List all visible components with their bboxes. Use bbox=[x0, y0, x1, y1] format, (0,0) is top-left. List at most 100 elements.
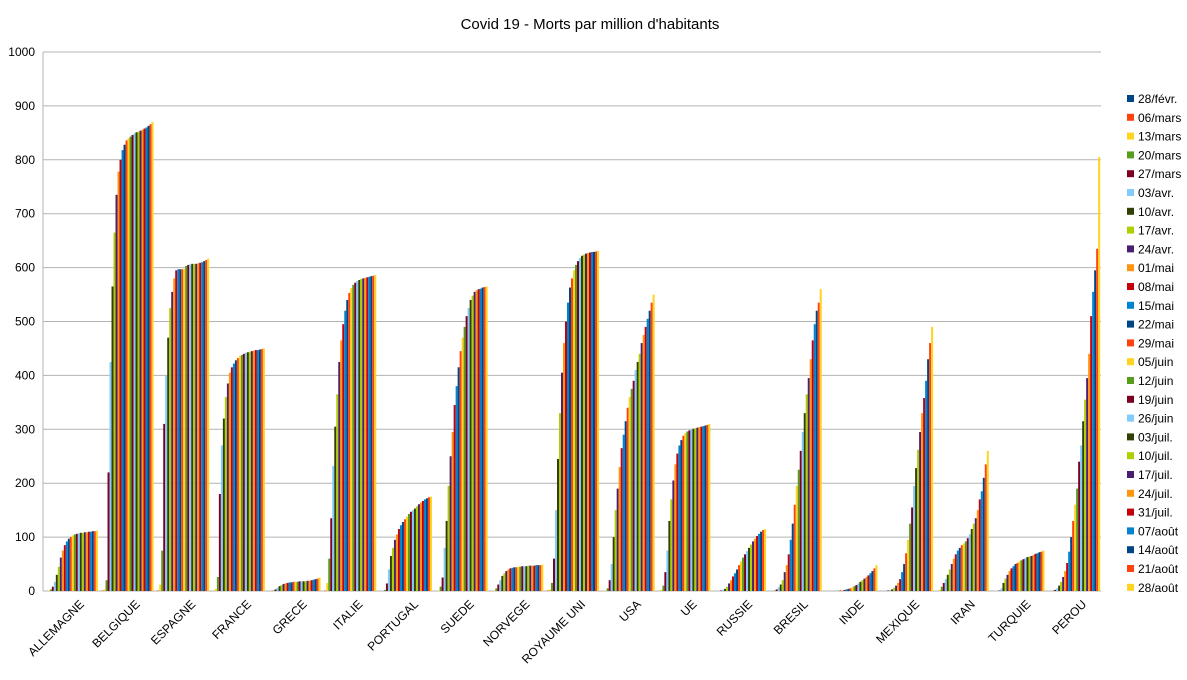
bar bbox=[471, 295, 474, 591]
bar bbox=[197, 263, 200, 591]
bar bbox=[151, 122, 154, 591]
bar bbox=[127, 138, 130, 592]
legend-swatch bbox=[1127, 452, 1134, 460]
bar bbox=[1078, 461, 1081, 591]
category-label: UE bbox=[678, 597, 700, 619]
bar bbox=[1004, 578, 1007, 591]
bar bbox=[966, 538, 969, 591]
legend-swatch bbox=[1127, 414, 1134, 422]
bar bbox=[413, 508, 416, 591]
bar bbox=[1092, 291, 1095, 591]
bar bbox=[65, 541, 68, 591]
legend-label: 14/août bbox=[1138, 543, 1179, 557]
bar bbox=[636, 361, 639, 591]
bar bbox=[1052, 590, 1055, 591]
bar bbox=[551, 582, 553, 591]
bar bbox=[738, 565, 741, 591]
bar bbox=[591, 251, 593, 591]
bar bbox=[610, 564, 613, 591]
bar bbox=[986, 450, 989, 591]
legend-label: 03/juil. bbox=[1138, 430, 1173, 444]
legend-label: 06/mars bbox=[1138, 111, 1181, 125]
bar bbox=[457, 367, 460, 591]
legend-label: 27/mars bbox=[1138, 167, 1181, 181]
bar bbox=[537, 565, 540, 591]
bar bbox=[843, 589, 846, 591]
bar bbox=[173, 278, 176, 591]
bar bbox=[165, 375, 168, 591]
bar bbox=[292, 581, 295, 591]
bar bbox=[861, 580, 864, 591]
bar bbox=[437, 590, 440, 591]
bar bbox=[83, 532, 86, 591]
bar bbox=[742, 557, 745, 591]
bar bbox=[401, 522, 404, 591]
bar bbox=[589, 252, 591, 591]
bar bbox=[181, 269, 184, 591]
bar bbox=[863, 578, 866, 591]
bar bbox=[117, 171, 120, 591]
bar bbox=[467, 308, 470, 591]
legend-label: 01/mai bbox=[1138, 261, 1174, 275]
bar bbox=[811, 340, 814, 591]
bar bbox=[670, 499, 673, 591]
bar bbox=[119, 159, 122, 592]
bar bbox=[608, 580, 611, 591]
bar bbox=[216, 576, 219, 591]
bar bbox=[734, 573, 737, 591]
bar bbox=[593, 251, 595, 591]
legend-label: 19/juin bbox=[1138, 393, 1173, 407]
bar bbox=[722, 589, 725, 591]
bar bbox=[1066, 562, 1069, 591]
bar bbox=[839, 590, 842, 591]
bar bbox=[195, 263, 198, 591]
legend-label: 03/avr. bbox=[1138, 186, 1174, 200]
category-label: NORVEGE bbox=[480, 597, 532, 649]
bar bbox=[662, 585, 665, 591]
bar bbox=[612, 537, 615, 591]
bar bbox=[356, 281, 359, 591]
bar bbox=[923, 398, 926, 591]
legend-swatch bbox=[1127, 377, 1134, 384]
bar bbox=[857, 583, 860, 591]
bar bbox=[244, 352, 247, 591]
y-tick-label: 100 bbox=[15, 530, 35, 544]
bar bbox=[1028, 556, 1031, 591]
category-label: PORTUGAL bbox=[365, 597, 422, 654]
bar bbox=[579, 257, 581, 591]
bar bbox=[179, 269, 182, 591]
bar bbox=[789, 539, 792, 591]
y-tick-label: 700 bbox=[15, 207, 35, 221]
bar bbox=[678, 445, 681, 591]
bar bbox=[354, 282, 357, 591]
bar bbox=[531, 565, 534, 591]
bar bbox=[399, 525, 402, 591]
chart-title: Covid 19 - Morts par million d'habitants bbox=[461, 16, 720, 33]
bar bbox=[773, 590, 776, 591]
bar bbox=[330, 518, 333, 591]
bar bbox=[79, 532, 82, 591]
legend-swatch bbox=[1127, 132, 1134, 140]
y-tick-label: 900 bbox=[15, 99, 35, 113]
bar bbox=[1012, 566, 1015, 591]
bar bbox=[624, 421, 627, 591]
bar bbox=[559, 413, 561, 591]
y-tick-label: 0 bbox=[28, 584, 35, 598]
bar bbox=[925, 380, 928, 591]
bar bbox=[429, 496, 432, 591]
bar bbox=[632, 380, 635, 591]
bar bbox=[224, 396, 227, 591]
bar bbox=[847, 588, 850, 591]
bar bbox=[459, 351, 462, 591]
legend-swatch bbox=[1127, 226, 1134, 234]
bar bbox=[455, 386, 458, 591]
bar bbox=[294, 581, 297, 591]
bar bbox=[77, 533, 80, 591]
bar bbox=[644, 326, 647, 591]
bar bbox=[762, 530, 765, 591]
bar bbox=[71, 535, 74, 591]
bar bbox=[332, 465, 335, 591]
bar bbox=[344, 310, 347, 591]
bar bbox=[853, 586, 856, 591]
